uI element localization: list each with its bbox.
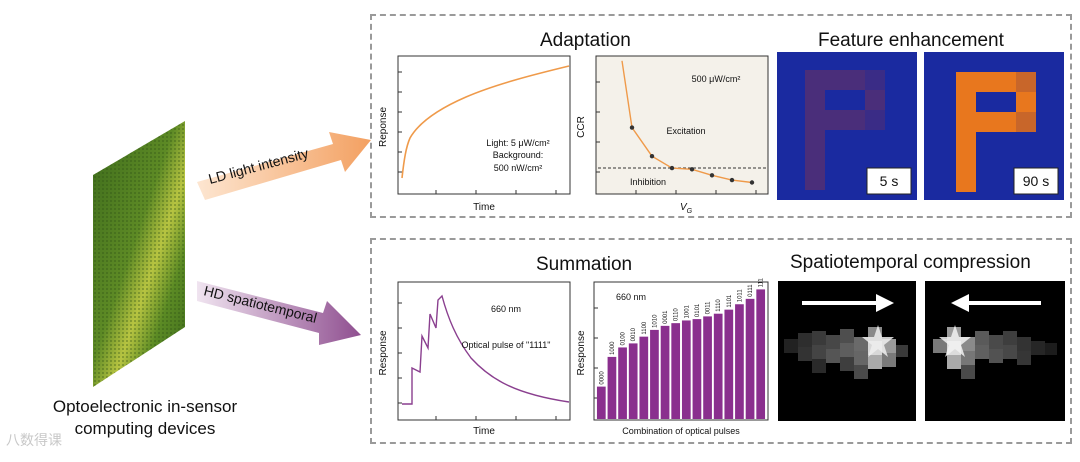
feature-enhancement-title: Feature enhancement [818,30,1004,51]
summation-title: Summation [536,254,633,275]
feature-image-90s: 90 s [924,52,1064,200]
bar-0100 [618,347,627,419]
device-caption-line2: computing devices [74,419,216,438]
adaptation-note3: 500 nW/cm² [494,163,543,173]
summation-xlabel: Time [473,426,495,437]
bar-label-0110: 0110 [674,308,680,322]
arrow-ld-light-intensity: LD light intensity [197,132,371,200]
bar-label-0000: 0000 [599,371,605,385]
top-panel [370,14,1072,218]
bar-1110 [713,313,723,419]
device-caption: Optoelectronic in-sensor computing devic… [0,396,290,440]
bar-1001 [681,320,691,419]
ccr-ylabel: CCR [576,116,587,138]
feature-image-5s: 5 s [777,52,917,200]
summation-ylabel: Response [378,330,389,375]
bar-0110 [671,323,681,419]
bar-0101 [692,319,702,419]
bar-label-1001: 1001 [684,304,690,318]
adaptation-note2: Background: [493,150,544,160]
bar-label-1101: 1101 [727,294,733,308]
spatiotemporal-title: Spatiotemporal compression [790,252,1031,273]
bar-0010 [628,343,638,419]
bars-xlabel: Combination of optical pulses [622,426,740,436]
bar-label-0100: 0100 [621,331,627,345]
bar-1100 [639,336,649,419]
spatiotemporal-image-backward [925,281,1065,421]
summation-note2: Optical pulse of "1111" [462,340,551,350]
bar-1111 [756,289,766,419]
pulse-combination-bar-chart: 0000 1000 0100 0010 1100 1010 0001 0110 1001 0101… [576,278,769,436]
ccr-point [649,154,655,159]
ccr-plot: CCR VG 500 μW/cm² Excitation Inhibition [576,55,769,215]
spatiotemporal-image-forward [778,281,916,421]
bar-label-1010: 1010 [652,314,658,328]
ccr-point [669,165,675,171]
bar-0011 [703,316,712,419]
bar-1010 [650,329,659,419]
bar-0111 [745,298,755,419]
ccr-point [749,180,755,185]
bar-0000 [596,386,606,419]
bar-label-0010: 0010 [631,327,637,341]
adaptation-note1: Light: 5 μW/cm² [486,138,549,148]
bar-0001 [660,325,670,419]
adaptation-ylabel: Reponse [378,107,389,147]
bar-label-1100: 1100 [642,321,648,335]
bottom-panel [370,238,1072,444]
sensor-device-illustration [93,121,185,387]
feature-label-5s: 5 s [880,173,899,189]
bar-label-0101: 0101 [695,303,701,317]
ccr-point [709,173,715,178]
ccr-point [689,167,695,172]
bar-label-1110: 1110 [716,299,722,312]
ccr-xlabel: VG [680,202,693,215]
bar-label-1000: 1000 [610,341,616,355]
device-caption-line1: Optoelectronic in-sensor [52,397,238,416]
feature-label-90s: 90 s [1023,173,1049,189]
summation-response-plot: Response Time 660 nm Optical pulse of "1… [378,281,571,437]
ccr-point [629,125,635,130]
bars-ylabel: Response [576,330,587,375]
bar-label-0111: 0111 [748,284,754,297]
adaptation-title: Adaptation [540,30,631,51]
ccr-excitation: Excitation [666,126,705,136]
adaptation-response-plot: Reponse Time Light: 5 μW/cm² Background:… [378,55,571,213]
summation-note1: 660 nm [491,304,521,314]
bars-note: 660 nm [616,292,646,302]
ccr-note: 500 μW/cm² [692,74,741,84]
bar-1011 [735,304,744,419]
ccr-inhibition: Inhibition [630,177,666,187]
arrow-hd-spatiotemporal: HD spatiotemporal [197,281,361,345]
bar-label-1011: 1011 [737,289,743,303]
bar-label-1111: 1111 [759,278,765,287]
bar-label-0011: 0011 [706,301,712,315]
adaptation-xlabel: Time [473,202,495,213]
watermark: 八数得课 [6,432,62,448]
ccr-point [729,177,735,183]
bar-1101 [724,309,734,419]
bar-label-0001: 0001 [663,310,669,324]
bar-1000 [607,356,617,419]
